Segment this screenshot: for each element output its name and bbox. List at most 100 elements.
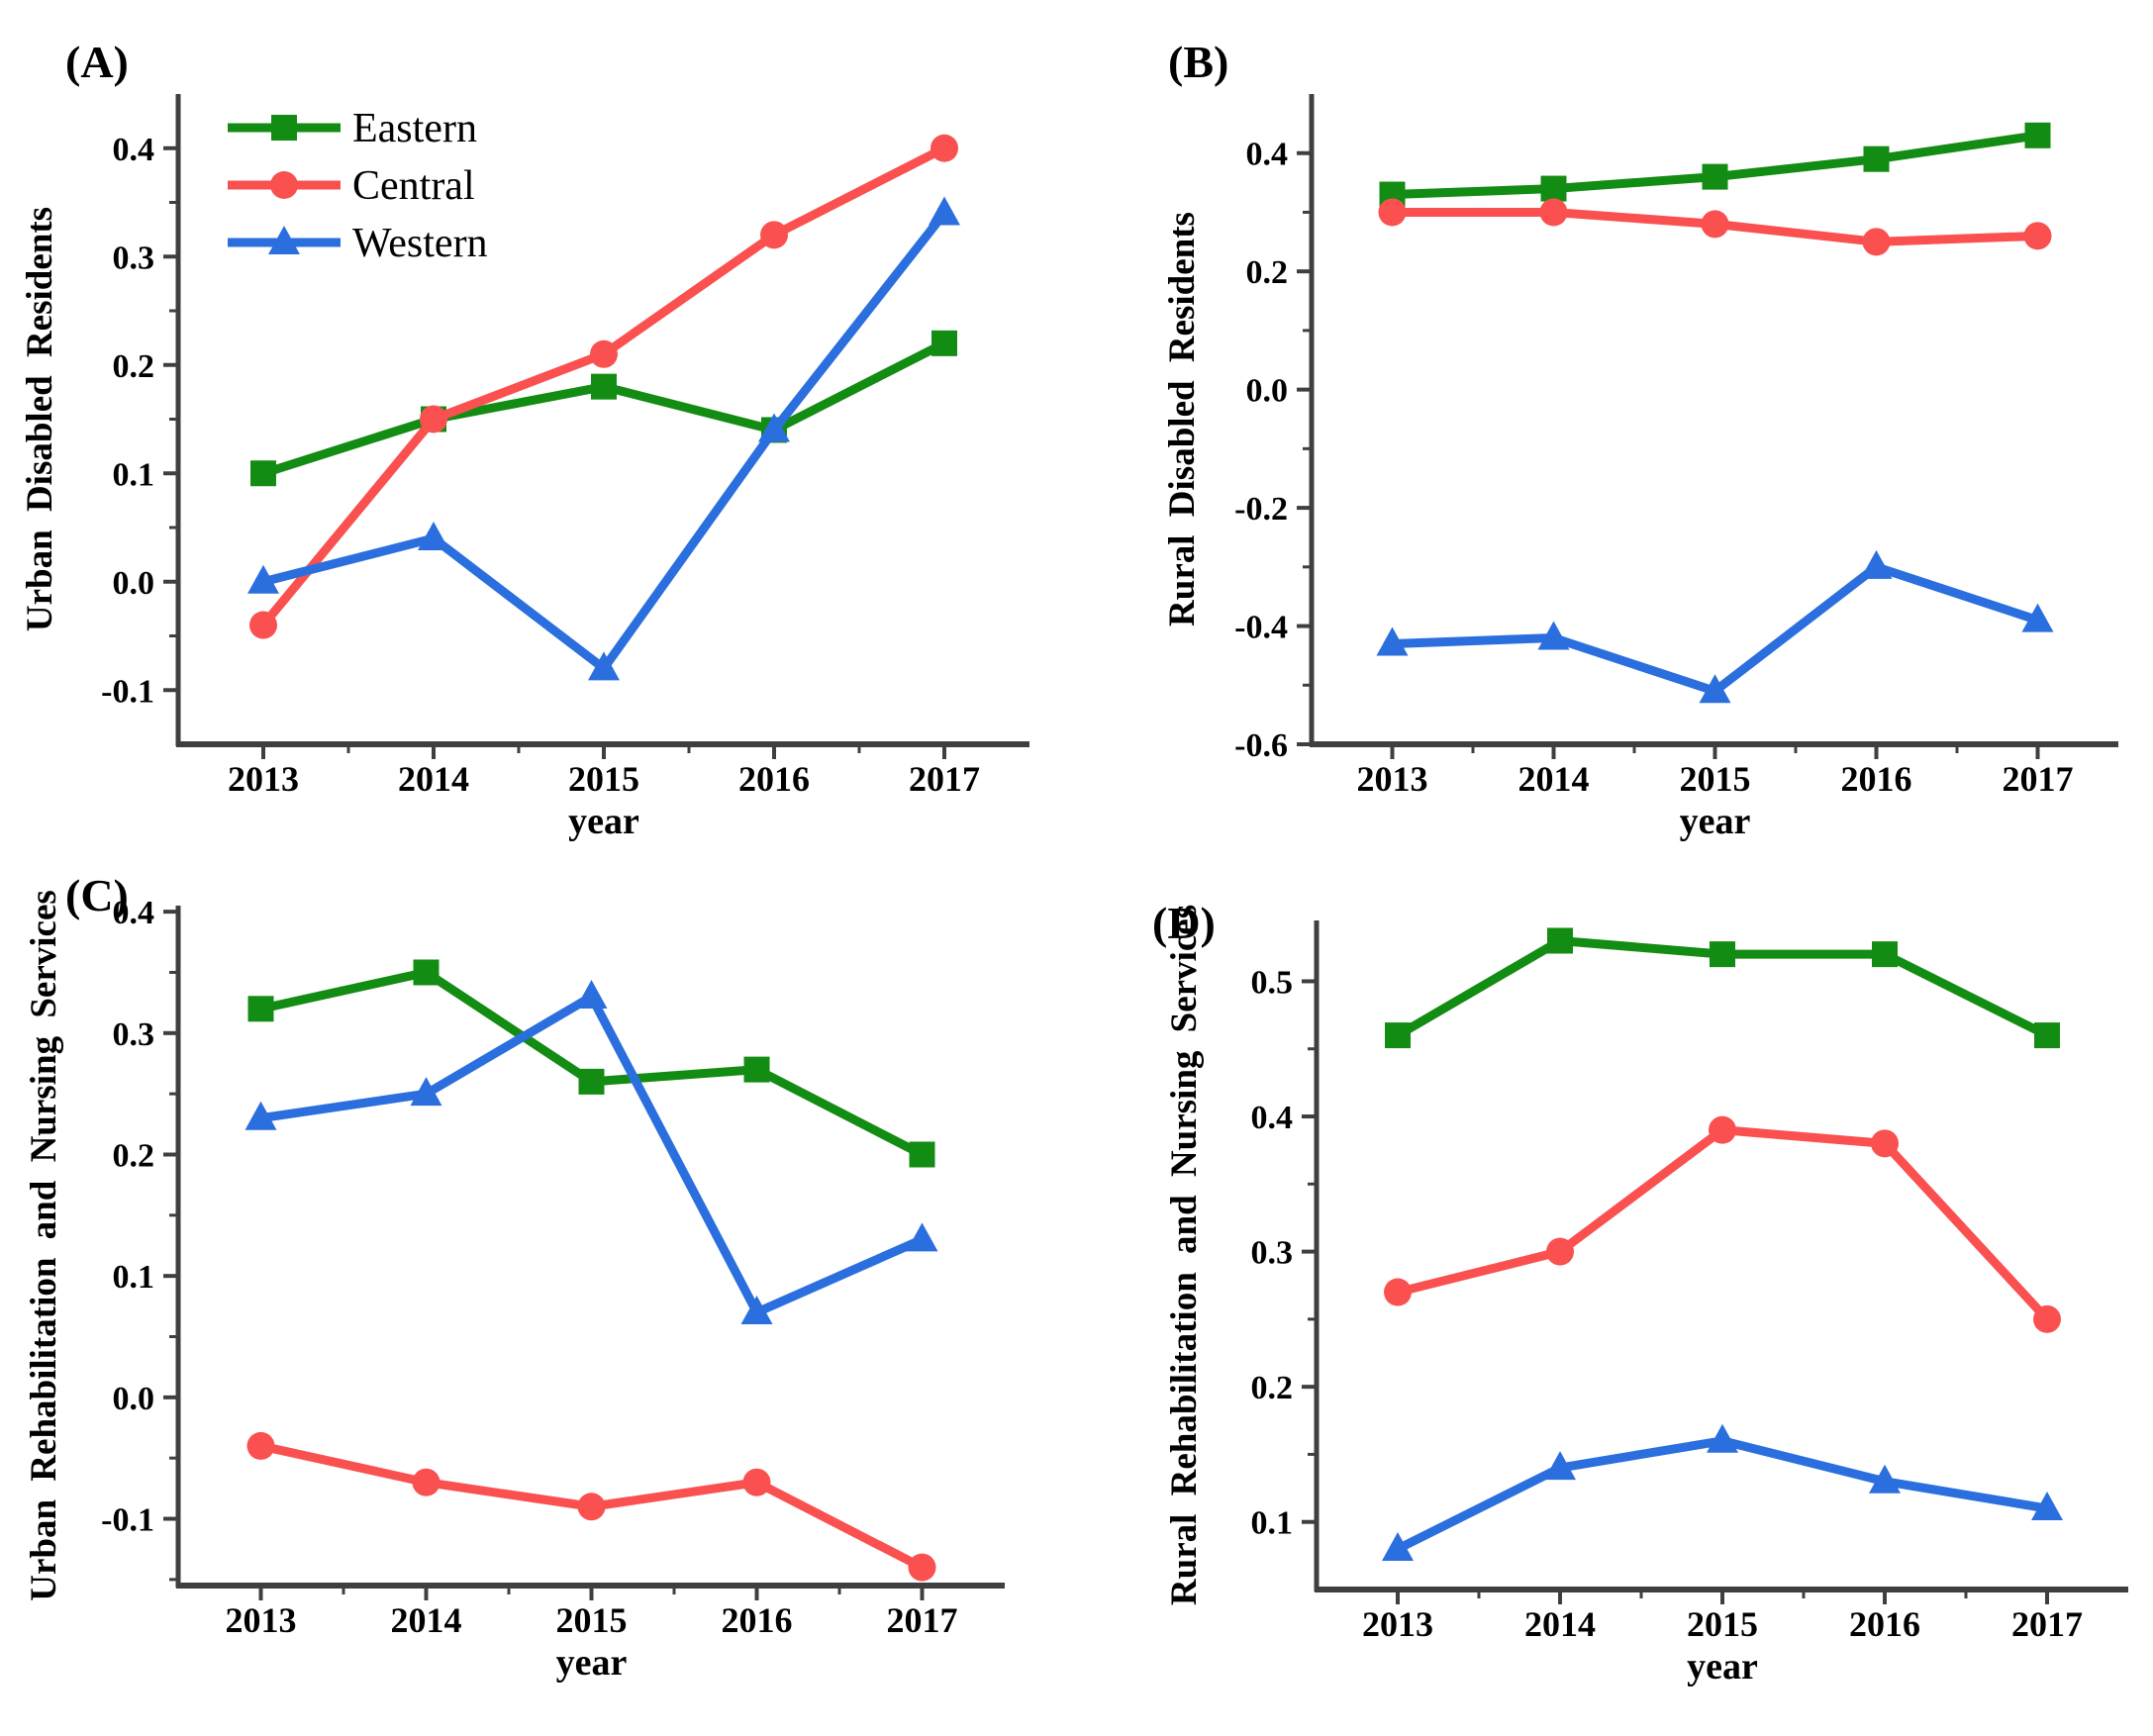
x-tick-label: 2017 xyxy=(2003,759,2074,799)
y-tick-label: 0.2 xyxy=(1246,254,1289,291)
x-axis-title: year xyxy=(568,801,639,842)
y-tick-label: 0.3 xyxy=(113,240,155,276)
data-point-central xyxy=(1546,1237,1574,1266)
x-tick-label: 2013 xyxy=(1362,1604,1433,1644)
data-point-eastern xyxy=(1872,941,1898,968)
x-tick-label: 2014 xyxy=(398,759,469,799)
y-axis-title: Rural Disabled Residents xyxy=(1162,212,1203,627)
data-point-eastern xyxy=(591,373,617,400)
panel-D: (D) 0.5 0.4 0.3 0.2 0.1 2013 2014 2015 2016 2017 ye… xyxy=(1152,898,2128,1688)
legend-label: Eastern xyxy=(352,106,477,151)
data-point-eastern xyxy=(2024,122,2051,148)
legend-item-eastern: Eastern xyxy=(228,106,477,151)
data-point-eastern xyxy=(2034,1022,2060,1049)
legend-marker-square xyxy=(271,115,297,141)
data-point-central xyxy=(930,134,958,162)
panel-letter: (D) xyxy=(1152,898,1216,948)
data-point-central xyxy=(1871,1129,1899,1158)
data-point-eastern xyxy=(1547,927,1573,954)
data-point-western xyxy=(1382,1532,1414,1562)
y-tick-label: 0.3 xyxy=(113,1016,155,1053)
data-point-western xyxy=(245,1101,277,1130)
data-point-western xyxy=(2021,603,2054,632)
panel-C: (C)0.4 0.3 0.2 0.1 0.0 -0.1 2013 2014 2015 2016 20… xyxy=(24,870,1005,1684)
y-tick-label: 0.2 xyxy=(113,348,155,385)
data-point-eastern xyxy=(247,996,274,1022)
x-tick-label: 2017 xyxy=(887,1600,958,1640)
data-point-western xyxy=(247,564,279,594)
data-point-western xyxy=(575,980,608,1010)
data-point-western xyxy=(740,1295,773,1324)
y-tick-label: 0.2 xyxy=(1251,1370,1294,1406)
y-tick-label: -0.1 xyxy=(101,673,154,710)
legend: Eastern Central Western xyxy=(228,106,488,266)
data-point-western xyxy=(929,196,960,226)
data-point-eastern xyxy=(909,1141,935,1168)
x-tick-label: 2015 xyxy=(568,759,639,799)
data-point-western xyxy=(1544,1451,1576,1481)
data-point-central xyxy=(2033,1304,2061,1333)
y-tick-label: -0.6 xyxy=(1234,727,1288,764)
y-axis-title: Urban Rehabilitation and Nursing Service… xyxy=(24,890,64,1601)
y-tick-label: -0.2 xyxy=(1234,491,1288,528)
data-point-western xyxy=(1376,627,1409,656)
x-tick-label: 2016 xyxy=(1841,759,1912,799)
data-point-central xyxy=(249,611,277,639)
legend-marker-circle xyxy=(270,171,298,199)
x-tick-label: 2014 xyxy=(1524,1604,1596,1644)
data-point-western xyxy=(1860,549,1893,579)
data-point-central xyxy=(742,1468,771,1496)
x-tick-label: 2013 xyxy=(228,759,299,799)
y-tick-label: 0.1 xyxy=(1251,1505,1294,1542)
x-axis-title: year xyxy=(556,1642,628,1684)
data-point-central xyxy=(412,1468,440,1496)
y-axis-title: Rural Rehabilitation and Nursing Service… xyxy=(1164,905,1205,1605)
legend-marker-triangle xyxy=(268,226,300,254)
x-tick-label: 2015 xyxy=(1680,759,1751,799)
x-tick-label: 2013 xyxy=(1357,759,1428,799)
data-point-western xyxy=(758,413,790,442)
y-tick-label: 0.1 xyxy=(113,1259,155,1296)
y-tick-label: 0.5 xyxy=(1251,964,1294,1001)
panel-letter: (C) xyxy=(65,870,129,920)
data-point-central xyxy=(1539,198,1568,227)
x-tick-label: 2016 xyxy=(1849,1604,1920,1644)
x-tick-label: 2014 xyxy=(1518,759,1590,799)
data-point-central xyxy=(760,221,788,249)
data-point-western xyxy=(1537,621,1570,650)
data-point-western xyxy=(1699,674,1731,704)
data-point-central xyxy=(1378,198,1407,227)
data-point-central xyxy=(246,1431,275,1460)
x-tick-label: 2015 xyxy=(1687,1604,1758,1644)
data-point-eastern xyxy=(250,460,276,487)
data-point-central xyxy=(2023,222,2052,250)
y-tick-label: 0.0 xyxy=(113,565,155,602)
data-point-western xyxy=(1869,1464,1901,1494)
data-point-western xyxy=(410,1077,442,1107)
y-tick-label: 0.0 xyxy=(1246,373,1289,410)
data-point-eastern xyxy=(1863,145,1890,172)
data-point-eastern xyxy=(1540,175,1567,202)
data-point-western xyxy=(418,521,449,550)
x-tick-label: 2016 xyxy=(738,759,810,799)
data-point-eastern xyxy=(1710,941,1735,968)
data-point-eastern xyxy=(413,959,440,986)
legend-label: Western xyxy=(352,221,488,266)
data-point-central xyxy=(420,405,447,434)
y-tick-label: 0.4 xyxy=(113,895,155,931)
y-tick-label: -0.1 xyxy=(101,1502,154,1539)
legend-item-western: Western xyxy=(228,221,488,266)
y-tick-label: 0.0 xyxy=(113,1381,155,1417)
data-point-central xyxy=(1862,228,1891,256)
data-point-central xyxy=(1709,1115,1736,1144)
y-axis-title: Urban Disabled Residents xyxy=(20,207,60,631)
x-tick-label: 2015 xyxy=(556,1600,628,1640)
y-tick-label: 0.2 xyxy=(113,1137,155,1174)
x-tick-label: 2016 xyxy=(722,1600,793,1640)
panel-letter: (A) xyxy=(65,37,129,87)
panel-A: (A) 0.4 0.3 0.2 0.1 0.0 -0.1 2013 2014 2015 2016 20… xyxy=(20,37,1029,842)
data-point-western xyxy=(1707,1423,1738,1453)
data-point-central xyxy=(577,1493,606,1521)
